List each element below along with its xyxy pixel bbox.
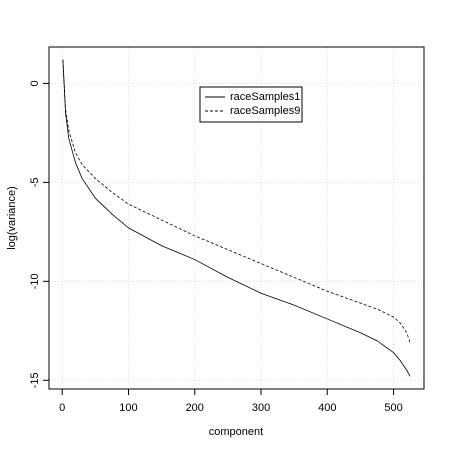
y-tick-label: 0 xyxy=(29,80,41,86)
x-tick-label: 400 xyxy=(318,402,336,414)
x-axis-title: component xyxy=(209,426,263,438)
y-tick-label: -5 xyxy=(29,177,41,187)
x-tick-label: 300 xyxy=(252,402,270,414)
x-tick-label: 0 xyxy=(59,402,65,414)
y-axis-title: log(variance) xyxy=(6,186,18,250)
data-line xyxy=(62,59,411,343)
x-tick-label: 500 xyxy=(384,402,402,414)
legend-box xyxy=(199,86,303,123)
y-tick-label: -10 xyxy=(29,273,41,289)
data-line xyxy=(62,59,411,377)
x-tick-label: 100 xyxy=(119,402,137,414)
legend-label: raceSamples1 xyxy=(230,91,300,103)
y-tick-label: -15 xyxy=(29,372,41,388)
x-tick-label: 200 xyxy=(186,402,204,414)
plot-frame xyxy=(48,46,425,390)
legend-label: raceSamples9 xyxy=(230,105,300,117)
